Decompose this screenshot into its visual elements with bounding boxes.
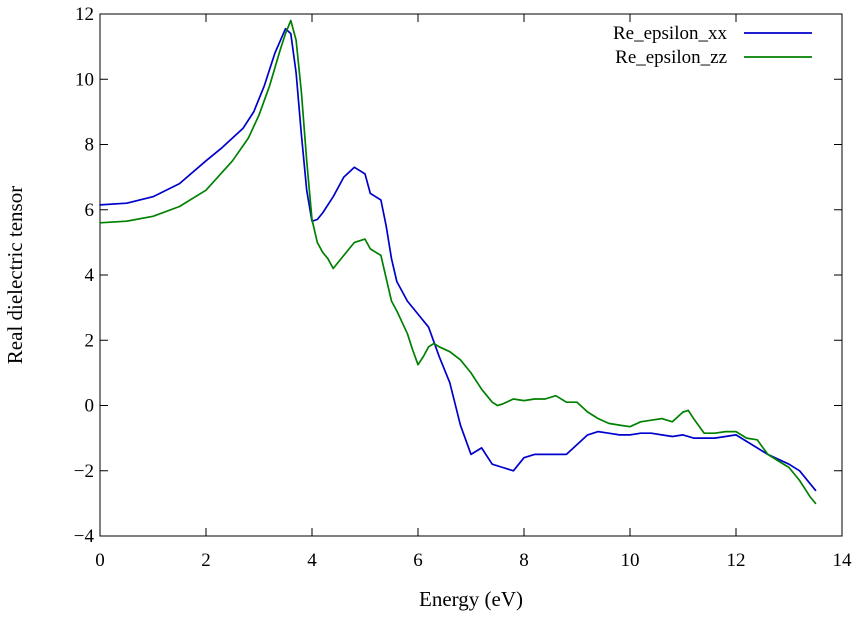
- x-tick-label: 2: [201, 550, 211, 571]
- legend: Re_epsilon_xx Re_epsilon_zz: [613, 23, 812, 68]
- x-tick-label: 6: [413, 550, 423, 571]
- x-tick-label: 8: [519, 550, 529, 571]
- legend-label-re-epsilon-zz: Re_epsilon_zz: [615, 47, 727, 68]
- x-axis-title: Energy (eV): [419, 587, 523, 611]
- legend-label-re-epsilon-xx: Re_epsilon_xx: [613, 23, 727, 44]
- x-tick-label: 14: [833, 550, 853, 571]
- y-tick-label: 2: [85, 330, 95, 351]
- y-tick-label: 12: [75, 4, 94, 25]
- x-tick-label: 12: [727, 550, 746, 571]
- tick-marks: [99, 13, 843, 537]
- y-tick-label: 10: [75, 69, 94, 90]
- x-tick-label: 0: [95, 550, 105, 571]
- y-tick-label: −2: [74, 461, 94, 482]
- x-tick-label: 10: [621, 550, 640, 571]
- series-lines: [99, 19, 817, 505]
- y-tick-label: 0: [85, 396, 95, 417]
- series-line-re-epsilon-xx: [99, 27, 817, 492]
- plot-frame: [99, 13, 843, 537]
- y-tick-label: 8: [85, 135, 95, 156]
- x-tick-labels: 0 2 4 6 8 10 12 14: [95, 550, 852, 571]
- series-line-re-epsilon-zz: [99, 19, 817, 505]
- y-axis-title: Real dielectric tensor: [3, 186, 27, 364]
- y-tick-label: 6: [85, 200, 95, 221]
- y-tick-labels: −4 −2 0 2 4 6 8 10 12: [74, 4, 95, 547]
- y-tick-label: −4: [74, 526, 95, 547]
- x-tick-label: 4: [307, 550, 317, 571]
- y-tick-label: 4: [85, 265, 95, 286]
